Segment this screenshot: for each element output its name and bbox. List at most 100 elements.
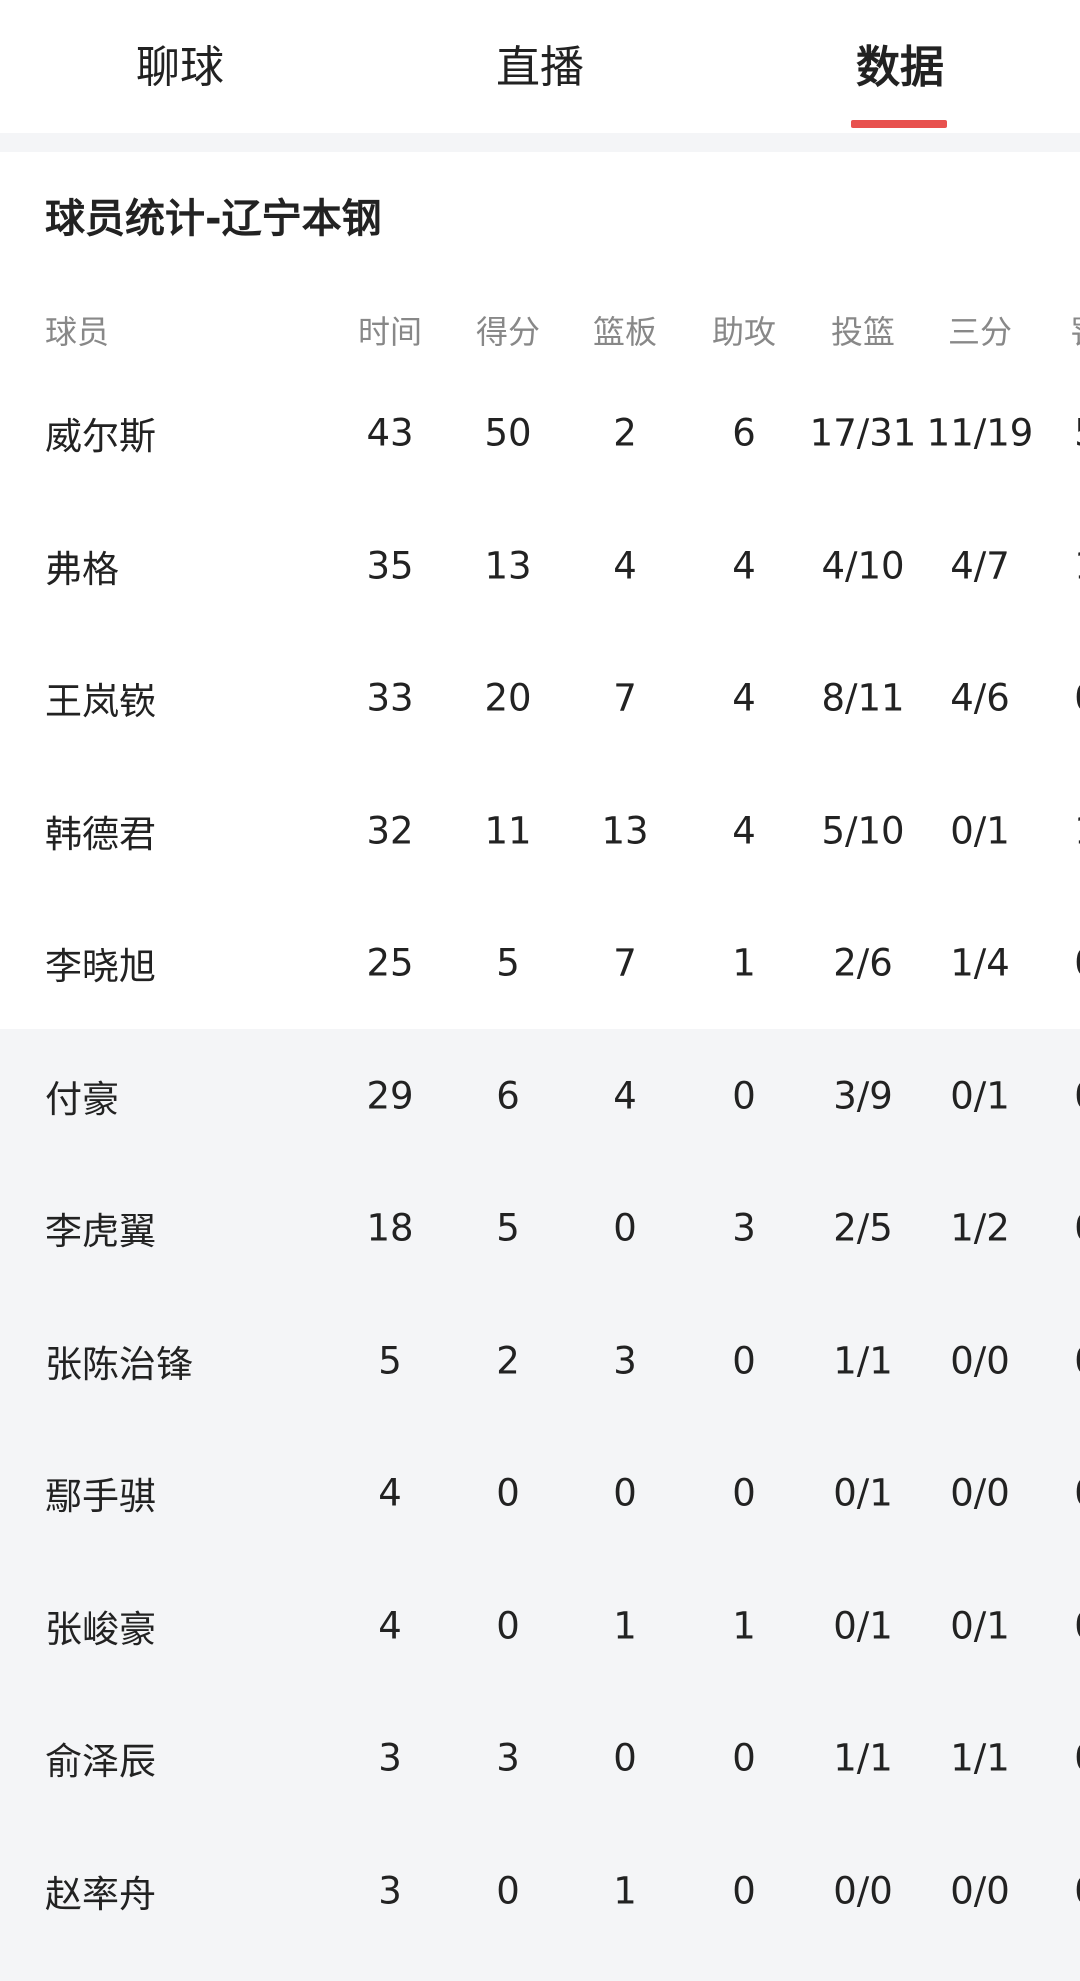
- column-header: 得分: [475, 313, 541, 351]
- stat-cell: 0/0: [950, 1339, 1010, 1382]
- player-name: 王岚嵚: [45, 680, 156, 723]
- stat-cell: 4: [732, 544, 756, 587]
- stat-cell: 5: [1074, 412, 1080, 455]
- stat-cell: 4/10: [821, 544, 905, 587]
- player-name: 威尔斯: [45, 415, 156, 458]
- stat-cell: 0/1: [950, 1604, 1010, 1647]
- stat-cell: 0/1: [833, 1471, 893, 1515]
- stat-cell: 0/1: [833, 1604, 893, 1647]
- stat-cell: 1: [1074, 544, 1080, 587]
- stat-cell: 43: [366, 411, 414, 455]
- stat-cell: 4: [613, 544, 637, 587]
- stat-cell: 3: [732, 1206, 756, 1250]
- stat-cell: 4: [732, 809, 756, 852]
- stat-cell: 7: [613, 941, 637, 985]
- player-name: 俞泽辰: [45, 1740, 156, 1783]
- stat-cell: 0: [613, 1736, 637, 1780]
- stat-cell: 5: [496, 1206, 520, 1250]
- stat-cell: 4/7: [950, 544, 1010, 587]
- separator: [0, 133, 1080, 152]
- stat-cell: 11: [484, 809, 532, 852]
- column-header: 罚: [1070, 307, 1080, 353]
- stat-cell: 18: [366, 1206, 414, 1250]
- stat-cell: 1: [732, 1604, 756, 1647]
- stat-cell: 0: [732, 1736, 756, 1780]
- stat-cell: 8/11: [821, 676, 905, 720]
- player-name: 李虎翼: [45, 1210, 156, 1253]
- stat-cell: 1/1: [833, 1339, 893, 1382]
- player-name: 弗格: [45, 547, 119, 591]
- stat-cell: 0: [1074, 1737, 1080, 1780]
- active-tab-indicator: [851, 120, 947, 128]
- stat-cell: 0: [1074, 1339, 1080, 1382]
- stat-cell: 3: [378, 1869, 402, 1912]
- stat-cell: 0: [1074, 677, 1080, 720]
- stat-cell: 25: [366, 941, 414, 985]
- stat-cell: 1/4: [950, 941, 1010, 985]
- player-name: 鄢手骐: [45, 1475, 156, 1518]
- player-name: 赵率舟: [45, 1872, 156, 1916]
- stat-cell: 5: [378, 1339, 402, 1382]
- stat-cell: 2: [496, 1339, 520, 1382]
- stat-cell: 3: [496, 1736, 520, 1780]
- tab[interactable]: 聊球: [136, 42, 224, 93]
- stat-cell: 20: [484, 676, 532, 720]
- stat-cell: 0/1: [950, 809, 1010, 852]
- stat-cell: 4: [613, 1074, 637, 1117]
- stat-cell: 29: [366, 1074, 414, 1117]
- stat-cell: 32: [366, 809, 414, 852]
- stat-cell: 1/1: [950, 1736, 1010, 1780]
- player-name: 李晓旭: [45, 945, 156, 988]
- column-header: 球员: [45, 313, 110, 351]
- stat-cell: 0: [1074, 1074, 1080, 1117]
- tab[interactable]: 直播: [496, 42, 584, 93]
- player-name: 韩德君: [45, 812, 156, 856]
- section-title: 球员统计-辽宁本钢: [45, 196, 382, 242]
- stat-cell: 3: [378, 1736, 402, 1780]
- stat-cell: 0: [496, 1471, 520, 1515]
- column-header: 时间: [357, 313, 423, 351]
- stat-cell: 0: [1074, 1472, 1080, 1515]
- stat-cell: 0: [613, 1206, 637, 1250]
- tab[interactable]: 数据: [856, 42, 944, 93]
- stat-cell: 33: [366, 676, 414, 720]
- stat-cell: 0: [1074, 942, 1080, 985]
- column-header: 篮板: [592, 313, 658, 351]
- stat-cell: 0: [1074, 1869, 1080, 1912]
- stat-cell: 1: [1074, 809, 1080, 852]
- stat-cell: 1: [732, 941, 756, 985]
- stat-cell: 35: [366, 544, 414, 587]
- stat-cell: 13: [601, 809, 649, 852]
- stat-cell: 5/10: [821, 809, 905, 852]
- stat-cell: 0: [1074, 1604, 1080, 1647]
- stat-cell: 13: [484, 544, 532, 587]
- player-name: 张峻豪: [45, 1607, 156, 1651]
- stat-cell: 2/6: [833, 941, 893, 985]
- stat-cell: 5: [496, 941, 520, 985]
- stat-cell: 1: [613, 1869, 637, 1912]
- stat-cell: 0: [613, 1471, 637, 1515]
- stat-cell: 0: [496, 1604, 520, 1647]
- stat-cell: 2/5: [833, 1206, 893, 1250]
- stat-cell: 0/0: [950, 1471, 1010, 1515]
- player-name: 张陈治锋: [45, 1342, 193, 1386]
- stat-cell: 4: [378, 1604, 402, 1647]
- stat-cell: 2: [613, 411, 637, 455]
- stat-cell: 4: [732, 676, 756, 720]
- stat-cell: 6: [496, 1074, 520, 1117]
- stat-cell: 0/0: [833, 1869, 893, 1912]
- stat-cell: 17/31: [809, 411, 917, 455]
- column-header: 投篮: [830, 313, 896, 351]
- stat-cell: 0: [732, 1471, 756, 1515]
- stat-cell: 1/1: [833, 1736, 893, 1780]
- stat-cell: 0/0: [950, 1869, 1010, 1912]
- stat-cell: 50: [484, 411, 532, 455]
- stat-cell: 6: [732, 411, 756, 455]
- stat-cell: 0: [732, 1074, 756, 1117]
- stat-cell: 4: [378, 1471, 402, 1515]
- column-header: 三分: [947, 313, 1013, 351]
- stat-cell: 0: [496, 1869, 520, 1912]
- stat-cell: 0: [1074, 1207, 1080, 1250]
- stat-cell: 0/1: [950, 1074, 1010, 1117]
